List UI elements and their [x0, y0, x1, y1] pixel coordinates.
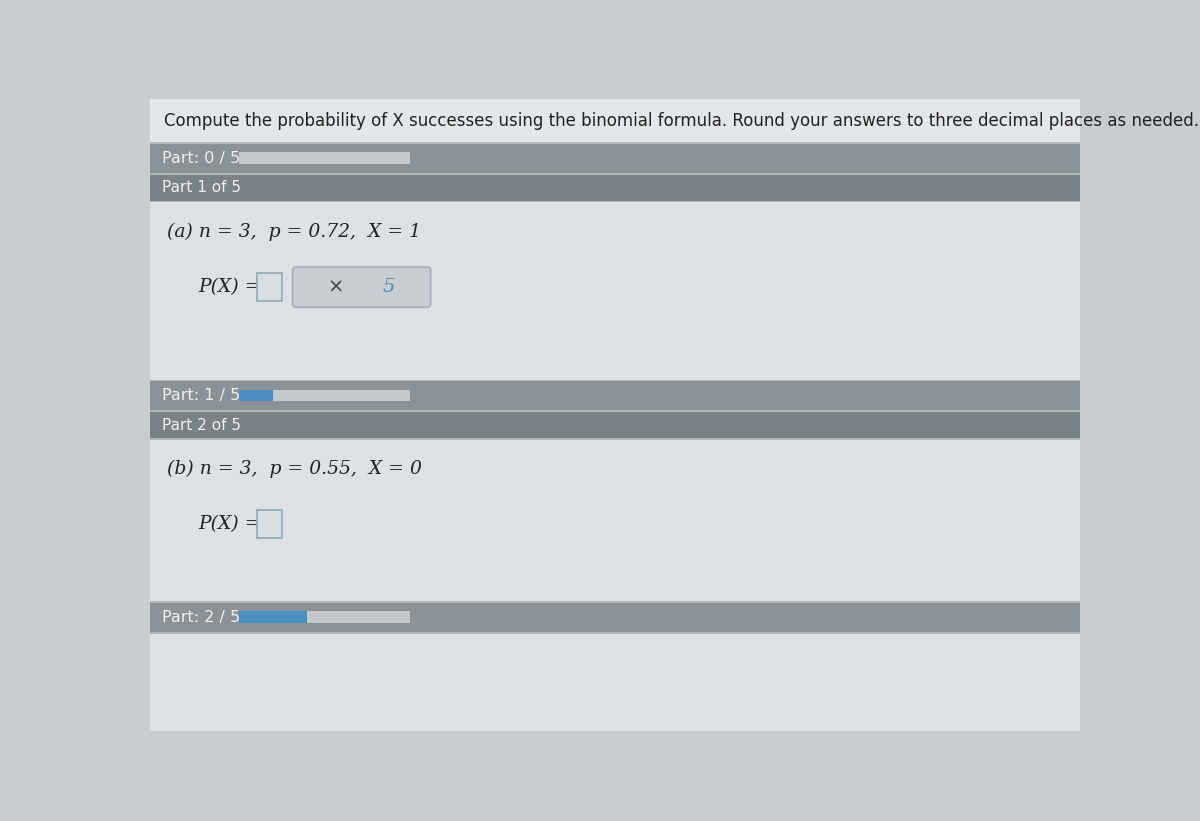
Bar — [257, 273, 282, 301]
Text: Part: 2 / 5: Part: 2 / 5 — [162, 610, 240, 625]
Text: Part 1 of 5: Part 1 of 5 — [162, 181, 241, 195]
Bar — [150, 601, 1080, 603]
Bar — [150, 439, 1080, 601]
Text: Part: 1 / 5: Part: 1 / 5 — [162, 388, 241, 403]
Bar — [239, 390, 274, 401]
Bar — [239, 153, 409, 164]
Bar — [150, 203, 1080, 379]
Bar — [239, 612, 409, 623]
Bar — [150, 438, 1080, 439]
Bar — [257, 511, 282, 539]
Bar — [150, 381, 1080, 410]
Text: Part 2 of 5: Part 2 of 5 — [162, 418, 241, 433]
Bar — [150, 410, 1080, 412]
Bar — [150, 379, 1080, 381]
Bar — [150, 632, 1080, 634]
Text: (a) n = 3,  p = 0.72,  X = 1: (a) n = 3, p = 0.72, X = 1 — [167, 222, 421, 241]
Bar — [150, 142, 1080, 144]
Text: P(X) =: P(X) = — [198, 516, 260, 534]
FancyBboxPatch shape — [293, 267, 431, 307]
Bar — [150, 173, 1080, 175]
Bar — [150, 144, 1080, 173]
Bar — [239, 612, 307, 623]
Bar — [150, 634, 1080, 731]
Text: P(X) =: P(X) = — [198, 278, 260, 296]
Bar — [150, 603, 1080, 632]
Text: (b) n = 3,  p = 0.55,  X = 0: (b) n = 3, p = 0.55, X = 0 — [167, 460, 422, 478]
Text: Compute the probability of X successes using the binomial formula. Round your an: Compute the probability of X successes u… — [164, 112, 1199, 130]
Bar — [150, 412, 1080, 438]
Bar — [150, 201, 1080, 203]
Bar — [150, 99, 1080, 143]
Text: ×: × — [328, 277, 344, 296]
Bar — [150, 175, 1080, 201]
Bar — [239, 390, 409, 401]
Text: 5: 5 — [383, 278, 395, 296]
Text: Part: 0 / 5: Part: 0 / 5 — [162, 151, 240, 166]
